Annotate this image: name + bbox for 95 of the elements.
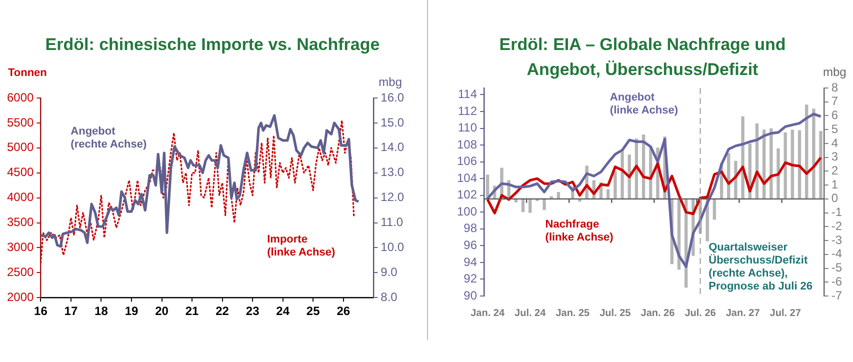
bar bbox=[812, 108, 816, 198]
y-tick-label: 5000 bbox=[6, 140, 34, 154]
y-tick-label: 104 bbox=[456, 170, 478, 185]
y-tick-label: 3000 bbox=[6, 240, 34, 254]
y2-tick-label: -5 bbox=[831, 260, 842, 275]
y2-tick-label: 9.0 bbox=[380, 264, 398, 279]
y2-tick-label: 8 bbox=[831, 80, 838, 94]
x-tick-label: Jan. 27 bbox=[726, 308, 760, 319]
x-tick-label: Jul. 27 bbox=[770, 308, 802, 319]
y2-tick-label: 7 bbox=[831, 94, 838, 108]
bar bbox=[606, 189, 610, 198]
bar bbox=[528, 199, 532, 213]
series-label: Quartalsweiser Überschuss/Defizit (rechte Achse), Prognose ab Juli 26 bbox=[708, 241, 813, 292]
x-tick-label: 19 bbox=[124, 304, 138, 318]
y2-tick-label: -3 bbox=[831, 232, 842, 247]
y2-tick-label: 1 bbox=[831, 177, 838, 192]
x-tick-label: 21 bbox=[185, 304, 200, 318]
y-axis-title: Tonnen bbox=[8, 67, 48, 79]
y-tick-label: 96 bbox=[464, 238, 478, 252]
bar bbox=[521, 199, 525, 212]
y2-tick-label: -6 bbox=[831, 274, 842, 288]
bar bbox=[620, 151, 624, 198]
x-tick-label: Jan. 26 bbox=[640, 308, 676, 319]
x-tick-label: 17 bbox=[64, 304, 78, 318]
y2-tick-label: 6 bbox=[831, 108, 838, 122]
y-tick-label: 94 bbox=[464, 254, 478, 269]
y-tick-label: 3500 bbox=[6, 215, 34, 230]
x-tick-label: 20 bbox=[155, 304, 169, 318]
y-tick-label: 112 bbox=[458, 104, 478, 118]
y2-axis-title: mbg bbox=[822, 65, 846, 79]
x-tick-label: 23 bbox=[246, 304, 260, 318]
x-tick-label: Jul. 24 bbox=[514, 308, 546, 319]
y-tick-label: 4000 bbox=[6, 190, 34, 204]
y-tick-label: 110 bbox=[458, 120, 478, 135]
y2-tick-label: 16.0 bbox=[380, 90, 404, 104]
bar bbox=[514, 199, 518, 202]
y2-axis-title: mbg bbox=[378, 75, 402, 89]
y2-tick-label: 10.0 bbox=[380, 240, 404, 254]
y2-tick-label: 4 bbox=[831, 136, 838, 150]
x-tick-label: Jul. 26 bbox=[684, 308, 716, 319]
x-tick-label: 16 bbox=[34, 304, 48, 318]
y2-tick-label: -2 bbox=[831, 218, 842, 233]
y2-tick-label: 13.0 bbox=[380, 165, 404, 180]
y-tick-label: 90 bbox=[464, 288, 478, 302]
y-tick-label: 6000 bbox=[6, 90, 34, 104]
bar bbox=[776, 148, 780, 198]
bar bbox=[770, 128, 773, 198]
x-tick-label: 22 bbox=[216, 304, 230, 318]
y-tick-label: 5500 bbox=[6, 115, 34, 130]
y-tick-label: 102 bbox=[456, 188, 478, 202]
bar bbox=[798, 130, 802, 198]
bar bbox=[556, 192, 560, 198]
bar bbox=[542, 199, 546, 210]
series-label: Angebot (rechte Achse) bbox=[70, 125, 148, 150]
x-tick-label: Jan. 24 bbox=[470, 308, 505, 319]
x-tick-label: 18 bbox=[94, 304, 108, 318]
y-tick-label: 98 bbox=[464, 221, 478, 236]
y-tick-label: 2000 bbox=[6, 290, 34, 304]
y2-tick-label: -7 bbox=[831, 288, 842, 302]
y2-tick-label: 3 bbox=[831, 150, 838, 164]
y-tick-label: 100 bbox=[456, 204, 478, 218]
text: Angebot (linke Achse) bbox=[610, 92, 678, 117]
y2-tick-label: -1 bbox=[831, 205, 842, 220]
y-tick-label: 114 bbox=[458, 87, 478, 102]
bar bbox=[784, 132, 787, 198]
bar bbox=[712, 199, 716, 220]
y2-tick-label: 11.0 bbox=[380, 215, 404, 230]
chart-title: Erdöl: chinesische Importe vs. Nachfrage bbox=[44, 34, 381, 56]
text: Nachfrage (linke Achse) bbox=[545, 218, 614, 244]
text: Importe (linke Achse) bbox=[267, 233, 336, 258]
y2-tick-label: 15.0 bbox=[380, 115, 404, 130]
x-tick-label: 26 bbox=[336, 304, 350, 318]
y-tick-label: 2500 bbox=[6, 264, 34, 279]
y2-tick-label: 5 bbox=[831, 122, 838, 136]
y-tick-label: 92 bbox=[464, 272, 478, 286]
chart-title: Erdöl: EIA – Globale Nachfrage und Angebot, Überschuss/Defizit bbox=[498, 34, 787, 81]
y2-tick-label: 12.0 bbox=[380, 190, 404, 204]
x-tick-label: Jul. 25 bbox=[600, 308, 632, 319]
y2-tick-label: -4 bbox=[831, 246, 842, 261]
bar bbox=[614, 171, 617, 198]
y-tick-label: 106 bbox=[456, 154, 478, 168]
y-tick-label: 4500 bbox=[6, 165, 34, 180]
bar bbox=[578, 199, 582, 202]
x-tick-label: 25 bbox=[306, 304, 320, 318]
bar bbox=[819, 130, 822, 198]
x-tick-label: Jan. 25 bbox=[556, 308, 590, 319]
y2-tick-label: 14.0 bbox=[380, 140, 404, 154]
y2-tick-label: 2 bbox=[831, 164, 838, 178]
bar bbox=[734, 160, 738, 198]
x-tick-label: 24 bbox=[276, 304, 290, 318]
y-tick-label: 108 bbox=[456, 137, 478, 152]
y2-tick-label: 0 bbox=[831, 191, 838, 206]
y2-tick-label: 8.0 bbox=[380, 290, 398, 304]
line-series bbox=[40, 120, 355, 264]
bar bbox=[790, 130, 794, 198]
